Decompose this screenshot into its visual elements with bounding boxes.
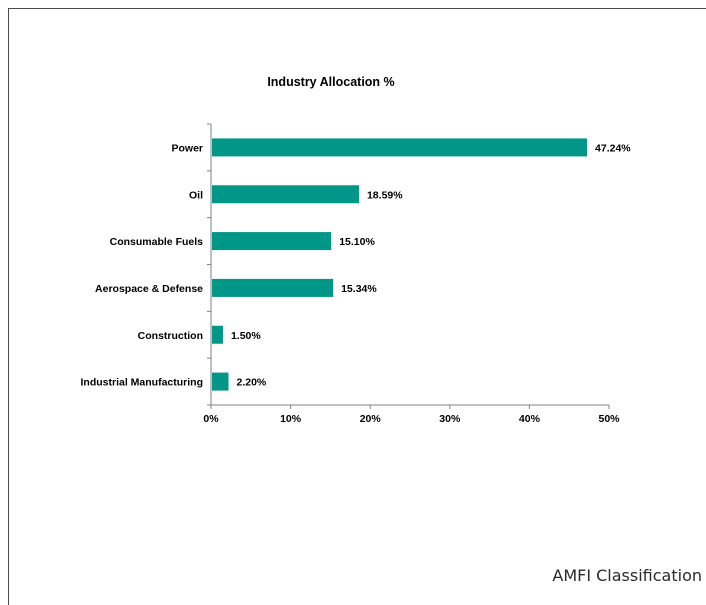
x-tick-label: 30% [439,413,461,425]
x-tick-label: 0% [203,413,219,425]
category-label: Aerospace & Defense [95,283,203,295]
data-label: 1.50% [231,330,261,342]
bar [212,278,334,297]
bar [212,185,359,204]
data-label: 15.10% [339,236,375,248]
chart-frame [8,8,706,605]
x-tick-label: 50% [598,413,620,425]
data-label: 47.24% [595,142,631,154]
category-label: Oil [189,189,203,201]
data-label: 15.34% [341,283,377,295]
category-label: Power [171,142,203,154]
chart-title: Industry Allocation % [267,75,394,89]
bar [212,138,588,157]
data-label: 2.20% [237,377,267,389]
data-label: 18.59% [367,189,403,201]
amfi-classification-caption: AMFI Classification [552,566,702,585]
plot-area: 0% 10% 20% 30% 40% 50% Power 47.24% Oil 18.59% Con… [80,123,631,425]
category-label: Industrial Manufacturing [80,377,203,389]
x-tick-label: 10% [280,413,302,425]
x-tick-label: 20% [360,413,382,425]
bar [212,325,223,344]
x-tick-label: 40% [519,413,541,425]
category-label: Consumable Fuels [110,236,204,248]
category-label: Construction [138,330,203,342]
bar [212,232,332,251]
bar [212,372,229,391]
